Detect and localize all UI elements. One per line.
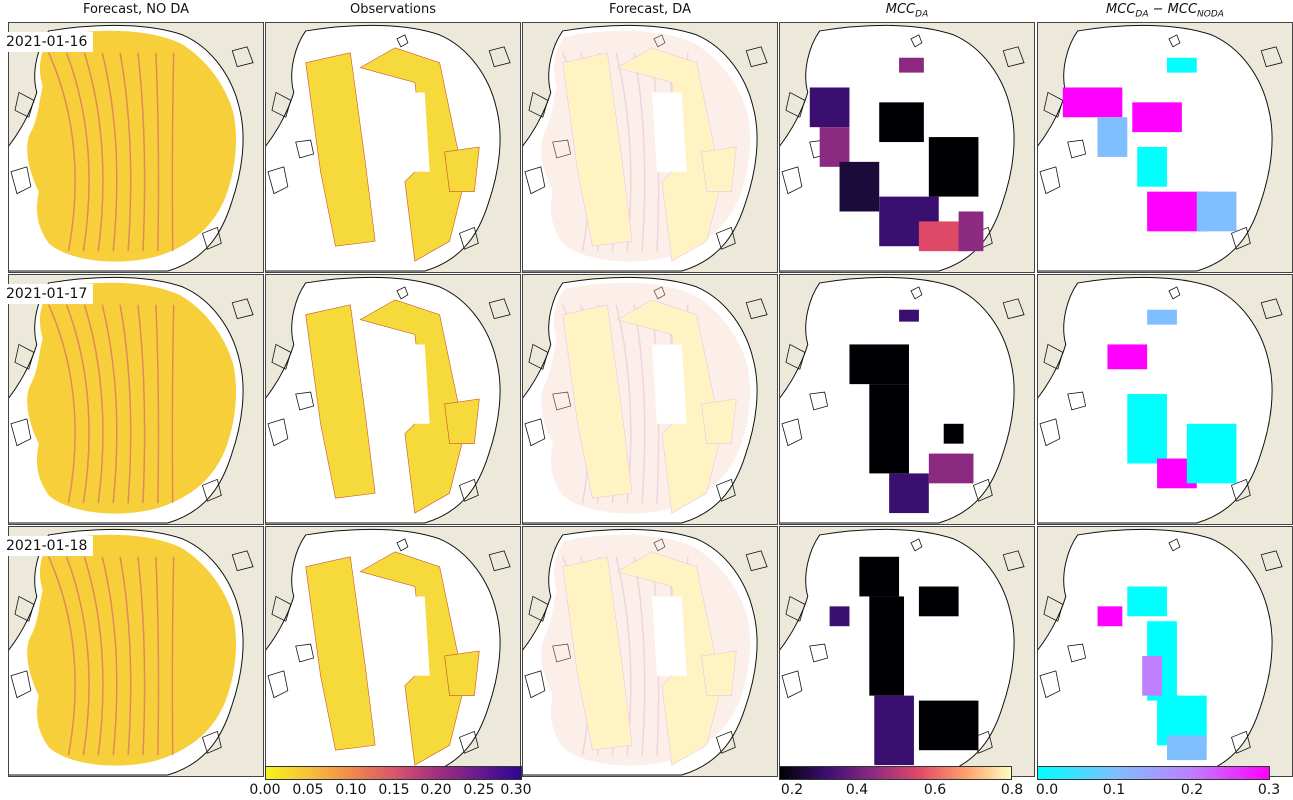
map-panel-r3-diff bbox=[1037, 526, 1293, 777]
tick-label: 0.1 bbox=[1102, 782, 1126, 798]
tick-label: 0.8 bbox=[1000, 782, 1024, 798]
column-title-forecast-da: Forecast, DA bbox=[609, 2, 691, 17]
colorbar-mcc bbox=[779, 766, 1012, 780]
map-panel-r3-forecast-da bbox=[522, 526, 778, 777]
date-label-row1: 2021-01-16 bbox=[0, 32, 94, 52]
tick-label: 0.20 bbox=[420, 782, 452, 798]
tick-label: 0.10 bbox=[335, 782, 367, 798]
colorbar-difference bbox=[1037, 766, 1270, 780]
map-panel-r3-forecast-noda bbox=[8, 526, 264, 777]
column-title-mcc-da: MCCDA bbox=[885, 2, 929, 20]
column-title-mcc-difference: MCCDA − MCCNODA bbox=[1106, 2, 1224, 20]
map-panel-r1-mcc bbox=[779, 22, 1035, 273]
tick-label: 0.30 bbox=[500, 782, 532, 798]
map-panel-r2-forecast-noda bbox=[8, 274, 264, 525]
map-panel-r1-diff bbox=[1037, 22, 1293, 273]
tick-label: 0.2 bbox=[1180, 782, 1204, 798]
map-panel-r2-mcc bbox=[779, 274, 1035, 525]
date-label-row2: 2021-01-17 bbox=[0, 284, 94, 304]
tick-label: 0.15 bbox=[378, 782, 410, 798]
map-panel-r2-diff bbox=[1037, 274, 1293, 525]
tick-label: 0.3 bbox=[1257, 782, 1281, 798]
tick-label: 0.00 bbox=[249, 782, 281, 798]
map-panel-r3-observations bbox=[265, 526, 521, 777]
map-panel-r1-forecast-noda bbox=[8, 22, 264, 273]
map-panel-r2-forecast-da bbox=[522, 274, 778, 525]
column-title-observations: Observations bbox=[350, 2, 436, 17]
tick-label: 0.6 bbox=[923, 782, 947, 798]
column-title-forecast-noda: Forecast, NO DA bbox=[82, 2, 190, 17]
tick-label: 0.05 bbox=[292, 782, 324, 798]
map-panel-r1-observations bbox=[265, 22, 521, 273]
map-panel-r1-forecast-da bbox=[522, 22, 778, 273]
tick-label: 0.25 bbox=[463, 782, 495, 798]
map-panel-r3-mcc bbox=[779, 526, 1035, 777]
tick-label: 0.2 bbox=[780, 782, 804, 798]
tick-label: 0.0 bbox=[1035, 782, 1059, 798]
date-label-row3: 2021-01-18 bbox=[0, 536, 94, 556]
colorbar-deformation bbox=[265, 766, 522, 780]
map-panel-r2-observations bbox=[265, 274, 521, 525]
tick-label: 0.4 bbox=[845, 782, 869, 798]
